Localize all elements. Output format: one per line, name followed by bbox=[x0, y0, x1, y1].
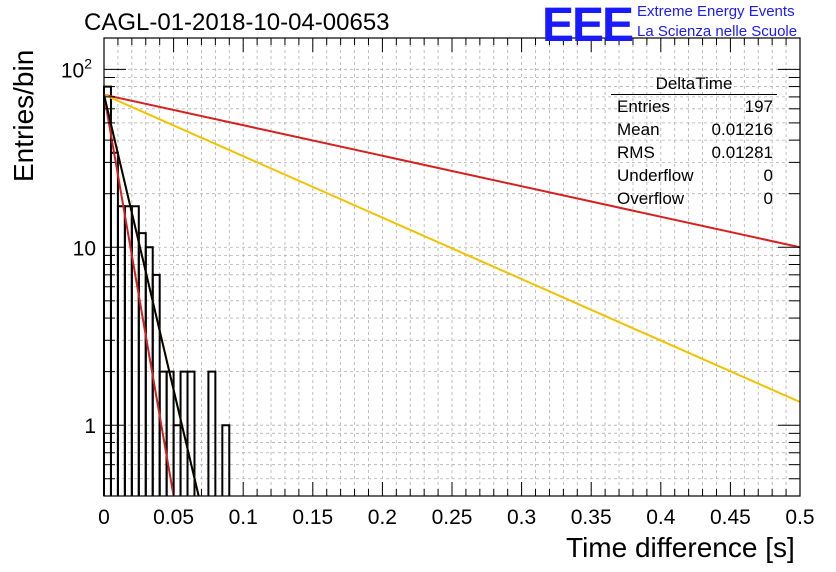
x-tick-label: 0.4 bbox=[646, 506, 676, 529]
y-axis-label: Entries/bin bbox=[8, 49, 39, 182]
logo-caption-line1: Extreme Energy Events bbox=[637, 3, 795, 20]
x-tick-label: 0.15 bbox=[292, 506, 333, 529]
y-tick-label: 1 bbox=[84, 415, 96, 438]
stats-label: Mean bbox=[617, 120, 660, 139]
stats-label: Underflow bbox=[617, 166, 694, 185]
x-tick-label: 0.2 bbox=[368, 506, 397, 529]
logo-caption-line2: La Scienza nelle Scuole bbox=[637, 23, 798, 40]
stats-value: 0 bbox=[763, 166, 773, 185]
stats-row: Underflow 0 bbox=[611, 164, 777, 187]
fit-line bbox=[104, 93, 800, 249]
stats-value: 0.01281 bbox=[711, 143, 773, 162]
histogram-bin bbox=[221, 424, 231, 496]
stats-row: Entries 197 bbox=[611, 95, 777, 118]
histogram-bin bbox=[109, 151, 119, 496]
fit-line bbox=[104, 94, 175, 496]
fit-line bbox=[104, 94, 200, 496]
stats-box: DeltaTime Entries 197 Mean 0.01216 RMS 0… bbox=[611, 73, 777, 211]
x-tick-label: 0.45 bbox=[710, 506, 751, 529]
x-tick-label: 0.1 bbox=[229, 506, 258, 529]
y-tick-label: 102 bbox=[61, 55, 92, 82]
x-axis-label: Time difference [s] bbox=[566, 532, 795, 563]
x-tick-label: 0 bbox=[98, 506, 110, 529]
fit-line bbox=[104, 93, 800, 403]
stats-row: RMS 0.01281 bbox=[611, 141, 777, 164]
stats-row: Overflow 0 bbox=[611, 187, 777, 210]
stats-row: Mean 0.01216 bbox=[611, 118, 777, 141]
histogram-bin bbox=[186, 370, 196, 496]
histogram-bin bbox=[103, 85, 112, 496]
stats-value: 0.01216 bbox=[711, 120, 773, 139]
x-tick-label: 0.35 bbox=[571, 506, 612, 529]
histogram-bin bbox=[172, 424, 182, 496]
stats-value: 197 bbox=[744, 97, 773, 116]
stats-label: RMS bbox=[617, 143, 655, 162]
x-tick-label: 0.5 bbox=[785, 506, 814, 529]
stats-label: Overflow bbox=[617, 189, 685, 208]
eee-logo: EEE bbox=[542, 0, 634, 52]
stats-label: Entries bbox=[617, 97, 670, 116]
y-tick-label: 10 bbox=[73, 237, 96, 260]
x-tick-label: 0.25 bbox=[432, 506, 473, 529]
logo-caption: Extreme Energy Events La Scienza nelle S… bbox=[637, 2, 797, 42]
x-tick-label: 0.05 bbox=[153, 506, 194, 529]
x-tick-label: 0.3 bbox=[507, 506, 536, 529]
histogram-bin bbox=[207, 370, 217, 496]
stats-title: DeltaTime bbox=[611, 73, 777, 95]
chart-title: CAGL-01-2018-10-04-00653 bbox=[84, 9, 390, 36]
histogram-bin bbox=[137, 232, 147, 496]
stats-value: 0 bbox=[763, 189, 773, 208]
